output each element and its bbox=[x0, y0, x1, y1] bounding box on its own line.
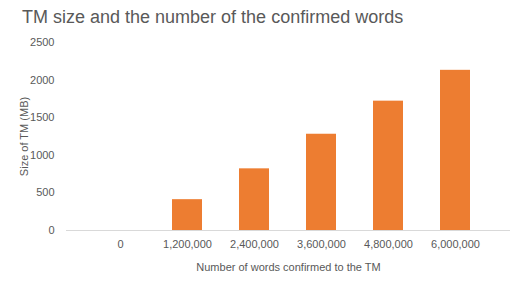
svg-text:3,600,000: 3,600,000 bbox=[297, 238, 346, 250]
svg-text:Number of words confirmed to t: Number of words confirmed to the TM bbox=[196, 261, 380, 273]
html-text:TM size and the number of the: TM size and the number of the confirmed … bbox=[22, 7, 404, 27]
svg-text:0: 0 bbox=[117, 238, 123, 250]
svg-text:1000: 1000 bbox=[30, 149, 54, 161]
svg-text:0: 0 bbox=[48, 224, 54, 236]
svg-text:2,400,000: 2,400,000 bbox=[230, 238, 279, 250]
svg-text:1,200,000: 1,200,000 bbox=[163, 238, 212, 250]
svg-text:6,000,000: 6,000,000 bbox=[431, 238, 480, 250]
svg-text:4,800,000: 4,800,000 bbox=[364, 238, 413, 250]
svg-text:500: 500 bbox=[36, 186, 54, 198]
svg-text:1500: 1500 bbox=[30, 111, 54, 123]
svg-text:2500: 2500 bbox=[30, 36, 54, 48]
svg-text:Size of TM (MB): Size of TM (MB) bbox=[18, 97, 30, 176]
svg-text:2000: 2000 bbox=[30, 74, 54, 86]
